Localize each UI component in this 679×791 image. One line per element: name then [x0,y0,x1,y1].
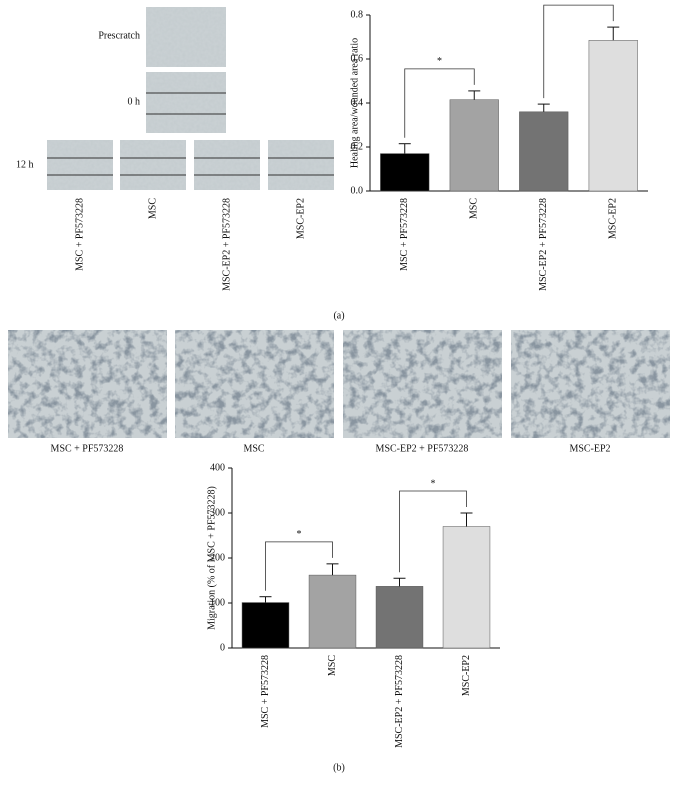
x-tick-label: MSC [327,655,338,676]
column-label: MSC-EP2 + PF573228 [221,198,232,291]
y-tick-label: 0.8 [351,9,364,20]
image-label: MSC-EP2 + PF573228 [376,443,469,454]
x-tick-label: MSC-EP2 [608,198,619,239]
y-tick-label: 200 [210,552,225,563]
x-tick-label: MSC-EP2 + PF573228 [538,198,549,291]
micrograph-texture [194,140,260,190]
significance-bracket [265,541,333,591]
image-label: MSC [243,443,264,454]
y-tick-label: 0 [220,642,225,653]
x-tick-label: MSC + PF573228 [399,198,410,271]
significance-mark: * [437,56,442,67]
panel-label: (b) [333,762,345,773]
column-label: MSC [147,198,158,219]
x-tick-label: MSC + PF573228 [260,655,271,728]
significance-mark: * [297,529,302,540]
micrograph-texture [8,330,167,438]
y-tick-label: 0.2 [351,141,364,152]
bar [442,526,491,649]
x-tick-label: MSC-EP2 [461,655,472,696]
micrograph-texture [47,140,113,190]
bar [241,602,290,649]
micrograph-texture [511,330,670,438]
error-bar [537,103,550,112]
bar [380,153,430,192]
significance-mark: * [576,0,581,3]
bar [449,99,499,192]
image-label: MSC-EP2 [569,443,610,454]
error-bar [398,143,411,154]
y-tick-label: 400 [210,462,225,473]
y-tick-label: 0.0 [351,185,364,196]
significance-mark: * [431,478,436,489]
y-axis-label: Healing area/wounded area ratio [349,38,360,168]
significance-bracket [399,490,467,573]
error-bar [326,563,339,576]
y-tick-label: 100 [210,597,225,608]
panel-label: (a) [333,310,344,321]
error-bar [259,596,272,603]
y-tick-label: 0.6 [351,53,364,64]
error-bar [393,577,406,587]
micrograph-texture [146,72,226,133]
micrograph-texture [146,7,226,67]
column-label: MSC + PF573228 [74,198,85,271]
micrograph-texture [343,330,502,438]
error-bar [460,512,473,527]
micrograph-texture [268,140,334,190]
row-label: 12 h [16,159,34,170]
bar [519,111,569,192]
x-tick-label: MSC [469,198,480,219]
micrograph-texture [175,330,334,438]
error-bar [468,90,481,100]
row-label: 0 h [128,96,141,107]
micrograph-texture [120,140,186,190]
row-label: Prescratch [98,30,140,41]
significance-bracket [543,4,614,99]
bar [588,40,638,192]
bar [308,574,357,649]
x-tick-label: MSC-EP2 + PF573228 [394,655,405,748]
significance-bracket [404,68,475,138]
image-label: MSC + PF573228 [51,443,124,454]
column-label: MSC-EP2 [295,198,306,239]
error-bar [607,26,620,41]
y-tick-label: 0.4 [351,97,364,108]
bar [375,586,424,649]
y-tick-label: 300 [210,507,225,518]
y-axis-label: Migration (% of MSC + PF573228) [206,486,217,630]
